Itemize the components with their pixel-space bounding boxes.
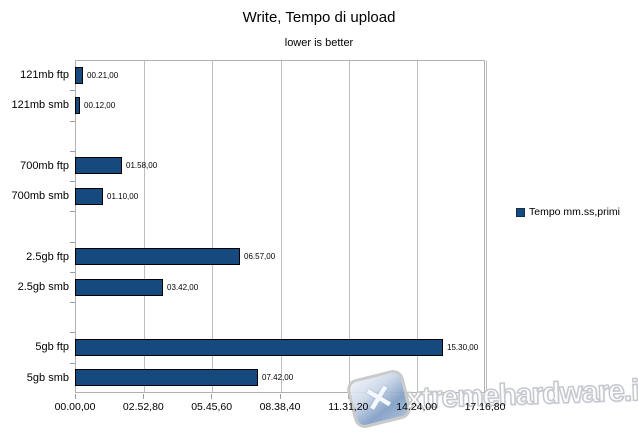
bar[interactable] [75, 187, 103, 205]
y-axis-tick [70, 241, 75, 243]
gridline [417, 61, 419, 392]
x-axis-tick [484, 394, 486, 399]
y-axis-tick [70, 120, 75, 122]
x-axis-label: 08.38,40 [259, 401, 301, 413]
bar[interactable] [75, 96, 80, 114]
y-axis-tick [70, 271, 75, 273]
y-axis-tick [70, 302, 75, 304]
bar[interactable] [75, 339, 443, 357]
category-label: 2.5gb smb [17, 280, 69, 293]
x-axis-tick [142, 394, 144, 399]
bar-value-label: 03.42,00 [167, 282, 199, 292]
chart-subtitle: lower is better [284, 37, 354, 49]
legend: Tempo mm.ss,primi [516, 206, 620, 218]
gridline [212, 61, 214, 392]
bar-value-label: 06.57,00 [244, 252, 276, 262]
x-axis-label: 02.52,80 [122, 401, 164, 413]
y-axis-tick [70, 150, 75, 152]
category-label: 2.5gb ftp [26, 250, 69, 263]
gridline [485, 61, 487, 392]
y-axis-tick [70, 332, 75, 334]
x-axis-tick [347, 394, 349, 399]
plot-area [75, 60, 487, 393]
chart-title: Write, Tempo di upload [242, 9, 396, 26]
x-axis-tick [279, 394, 281, 399]
gridline [348, 61, 350, 392]
bar-value-label: 00.12,00 [84, 100, 116, 110]
x-axis-label: 05.45,60 [191, 401, 233, 413]
category-label: 5gb smb [26, 371, 69, 384]
legend-marker-icon [516, 207, 525, 217]
category-label: 700mb smb [11, 190, 69, 203]
bar[interactable] [75, 248, 240, 266]
x-axis-tick [416, 394, 418, 399]
x-axis-tick [74, 394, 76, 399]
bar-value-label: 01.58,00 [126, 161, 158, 171]
bar[interactable] [75, 369, 258, 387]
gridline [143, 61, 145, 392]
legend-label: Tempo mm.ss,primi [529, 206, 621, 218]
category-label: 700mb ftp [20, 159, 69, 172]
y-axis-tick [70, 362, 75, 364]
x-axis-label: 17.16,80 [464, 401, 506, 413]
bar-value-label: 07.42,00 [262, 373, 294, 383]
y-axis-tick [70, 181, 75, 183]
x-axis-tick [211, 394, 213, 399]
x-axis-label: 00.00,00 [54, 401, 96, 413]
y-axis-tick [70, 90, 75, 92]
category-label: 5gb ftp [35, 341, 69, 354]
bar[interactable] [75, 278, 163, 296]
gridline [280, 61, 282, 392]
category-label: 121mb ftp [20, 69, 69, 81]
category-label: 121mb smb [11, 99, 69, 112]
bar-value-label: 00.21,00 [87, 70, 119, 80]
bar[interactable] [75, 66, 83, 84]
bar-value-label: 01.10,00 [107, 191, 139, 201]
bar[interactable] [75, 157, 122, 175]
y-axis-tick [70, 211, 75, 213]
bar-value-label: 15.30,00 [447, 343, 479, 353]
